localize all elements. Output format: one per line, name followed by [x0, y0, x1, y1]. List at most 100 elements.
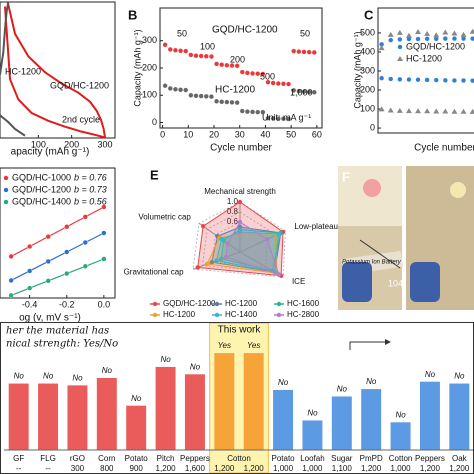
x-tick-label: 0: [160, 129, 165, 139]
y-axis-label: Capacity (mAh g⁻¹): [132, 29, 142, 106]
triangle-marker: [397, 56, 403, 61]
radar-point: [195, 265, 200, 270]
strength-label: No: [190, 362, 201, 371]
circle-marker: [172, 86, 179, 92]
triangle-marker: [442, 29, 449, 35]
radar-axis-label: Mechanical strength: [204, 187, 276, 196]
circle-marker: [433, 77, 439, 83]
curve-label: HC-1200: [5, 66, 41, 76]
x-tick-label: Peppers: [415, 454, 445, 463]
y-tick-label: 0: [152, 117, 157, 127]
panel-label: F: [342, 169, 350, 184]
strength-label: No: [366, 377, 377, 386]
arrow-head: [385, 339, 391, 345]
circle-marker: [224, 99, 230, 105]
circle-marker: [208, 94, 215, 100]
circle-marker: [167, 85, 173, 92]
circle-marker: [265, 79, 271, 85]
circle-marker: [183, 48, 189, 54]
fit-label: b = 0.76: [74, 172, 107, 182]
triangle-marker: [469, 28, 474, 34]
radar-axis-label: Volumetric cap: [138, 213, 191, 222]
legend-label: HC-1200: [163, 310, 196, 319]
circle-marker: [64, 224, 70, 230]
triangle-marker: [396, 107, 403, 113]
x-tick-label: 60: [312, 129, 322, 139]
circle-marker: [27, 285, 33, 291]
circle-marker: [270, 80, 276, 86]
circle-marker: [249, 109, 256, 115]
radar-area: [215, 231, 280, 273]
legend-label: HC-1200: [406, 53, 442, 63]
circle-marker: [388, 76, 394, 82]
triangle-marker: [451, 30, 458, 36]
circle-marker: [397, 76, 403, 82]
y-tick-label: 100: [142, 90, 157, 100]
circle-marker: [27, 243, 33, 250]
curve-label: GQD/HC-1200: [50, 80, 109, 90]
circle-marker: [219, 99, 225, 105]
triangle-marker: [378, 106, 385, 112]
bar-subtitle: nical strength: Yes/No: [6, 339, 118, 350]
circle-marker: [291, 87, 297, 93]
circle-marker: [311, 89, 317, 95]
radar-tick-label: 1.0: [227, 197, 239, 206]
bar: [361, 389, 382, 450]
circle-marker: [183, 87, 189, 93]
x-tick-label: -0.2: [59, 299, 75, 309]
circle-marker: [27, 268, 33, 274]
radar-point: [214, 258, 219, 263]
triangle-marker: [424, 108, 431, 114]
fit-label: b = 0.56: [74, 196, 107, 206]
circle-marker: [82, 263, 88, 269]
circle-marker: [249, 70, 256, 77]
series-label: GQD/HC-1200: [212, 25, 278, 36]
circle-marker: [296, 88, 302, 94]
circle-marker: [8, 277, 14, 284]
x-tick-label: Cotton: [389, 454, 413, 463]
legend-label: HC-1200: [225, 299, 258, 308]
temperature-label: 1,200: [449, 464, 470, 473]
circle-marker: [280, 81, 287, 87]
circle-marker: [177, 48, 184, 54]
circle-marker: [45, 234, 51, 240]
circle-marker: [285, 116, 292, 122]
series-line: [4, 6, 106, 139]
temperature-label: 1,200: [244, 464, 265, 473]
legend-marker: [152, 301, 158, 307]
y-tick-label: 400: [360, 46, 375, 56]
bar: [214, 353, 235, 450]
temperature-label: 300: [71, 464, 85, 473]
legend-marker: [152, 312, 158, 318]
plot-frame: [0, 167, 116, 299]
circle-marker: [193, 53, 199, 59]
circle-marker: [306, 49, 312, 55]
series-label: HC-1200: [215, 85, 255, 96]
circle-marker: [296, 49, 302, 55]
radar-grid: [201, 211, 277, 273]
x-axis-label: og (v, mV s⁻¹): [19, 313, 81, 324]
circle-marker: [162, 83, 168, 89]
x-tick-label: 50: [286, 129, 296, 139]
bar: [419, 381, 440, 450]
annotation: 50: [300, 28, 310, 38]
legend-label: HC-1600: [287, 299, 320, 308]
circle-marker: [213, 61, 220, 67]
series-line: [10, 232, 105, 281]
x-tick-label: 100: [31, 139, 46, 149]
circle-marker: [198, 53, 204, 59]
x-tick-label: 30: [235, 129, 245, 139]
circle-marker: [280, 116, 287, 122]
circle-marker: [451, 36, 458, 42]
x-tick-label: Cotton: [227, 454, 251, 463]
circle-marker: [301, 89, 307, 95]
circle-marker: [406, 76, 412, 83]
legend-label: GQD/HC-1000: [12, 172, 71, 182]
highlight-label: This work: [218, 325, 262, 336]
x-tick-label: 200: [64, 139, 79, 149]
x-tick-label: Pitch: [157, 454, 175, 463]
circle-marker: [397, 36, 403, 42]
radar-point: [237, 229, 243, 235]
strength-label: Yes: [218, 341, 231, 350]
